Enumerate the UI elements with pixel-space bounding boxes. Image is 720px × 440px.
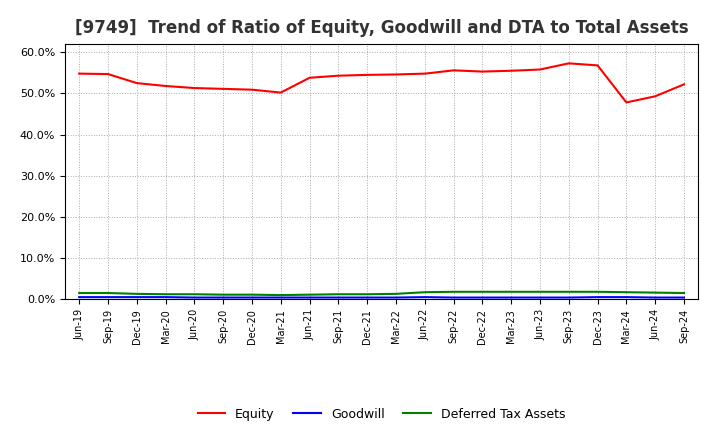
Equity: [593, 63, 602, 68]
Goodwill: [536, 295, 544, 300]
Goodwill: [276, 295, 285, 300]
Goodwill: [132, 294, 141, 300]
Title: [9749]  Trend of Ratio of Equity, Goodwill and DTA to Total Assets: [9749] Trend of Ratio of Equity, Goodwil…: [75, 19, 688, 37]
Line: Deferred Tax Assets: Deferred Tax Assets: [79, 292, 684, 295]
Equity: [680, 82, 688, 87]
Equity: [651, 94, 660, 99]
Goodwill: [104, 294, 112, 300]
Deferred Tax Assets: [449, 289, 458, 294]
Deferred Tax Assets: [190, 292, 199, 297]
Deferred Tax Assets: [593, 289, 602, 294]
Equity: [104, 71, 112, 77]
Goodwill: [420, 294, 429, 300]
Equity: [536, 67, 544, 72]
Equity: [161, 83, 170, 88]
Deferred Tax Assets: [478, 289, 487, 294]
Equity: [622, 100, 631, 105]
Goodwill: [334, 295, 343, 300]
Deferred Tax Assets: [536, 289, 544, 294]
Deferred Tax Assets: [507, 289, 516, 294]
Deferred Tax Assets: [219, 292, 228, 297]
Equity: [449, 68, 458, 73]
Equity: [420, 71, 429, 76]
Deferred Tax Assets: [392, 291, 400, 297]
Equity: [564, 61, 573, 66]
Equity: [248, 87, 256, 92]
Goodwill: [449, 295, 458, 300]
Goodwill: [75, 294, 84, 300]
Goodwill: [363, 295, 372, 300]
Goodwill: [622, 294, 631, 300]
Equity: [276, 90, 285, 95]
Goodwill: [507, 295, 516, 300]
Deferred Tax Assets: [680, 290, 688, 296]
Legend: Equity, Goodwill, Deferred Tax Assets: Equity, Goodwill, Deferred Tax Assets: [193, 403, 570, 425]
Equity: [305, 75, 314, 81]
Goodwill: [564, 295, 573, 300]
Goodwill: [680, 295, 688, 300]
Deferred Tax Assets: [622, 290, 631, 295]
Goodwill: [593, 294, 602, 300]
Deferred Tax Assets: [75, 290, 84, 296]
Equity: [75, 71, 84, 76]
Deferred Tax Assets: [564, 289, 573, 294]
Goodwill: [478, 295, 487, 300]
Goodwill: [305, 295, 314, 300]
Deferred Tax Assets: [651, 290, 660, 295]
Line: Equity: Equity: [79, 63, 684, 103]
Goodwill: [190, 295, 199, 300]
Equity: [392, 72, 400, 77]
Deferred Tax Assets: [305, 292, 314, 297]
Goodwill: [392, 295, 400, 300]
Deferred Tax Assets: [104, 290, 112, 296]
Equity: [219, 86, 228, 92]
Deferred Tax Assets: [334, 292, 343, 297]
Equity: [334, 73, 343, 78]
Equity: [507, 68, 516, 73]
Equity: [478, 69, 487, 74]
Deferred Tax Assets: [161, 292, 170, 297]
Deferred Tax Assets: [420, 290, 429, 295]
Equity: [132, 81, 141, 86]
Goodwill: [161, 294, 170, 300]
Goodwill: [248, 295, 256, 300]
Equity: [363, 72, 372, 77]
Equity: [190, 85, 199, 91]
Deferred Tax Assets: [276, 293, 285, 298]
Deferred Tax Assets: [363, 292, 372, 297]
Goodwill: [651, 295, 660, 300]
Deferred Tax Assets: [132, 291, 141, 297]
Goodwill: [219, 295, 228, 300]
Deferred Tax Assets: [248, 292, 256, 297]
